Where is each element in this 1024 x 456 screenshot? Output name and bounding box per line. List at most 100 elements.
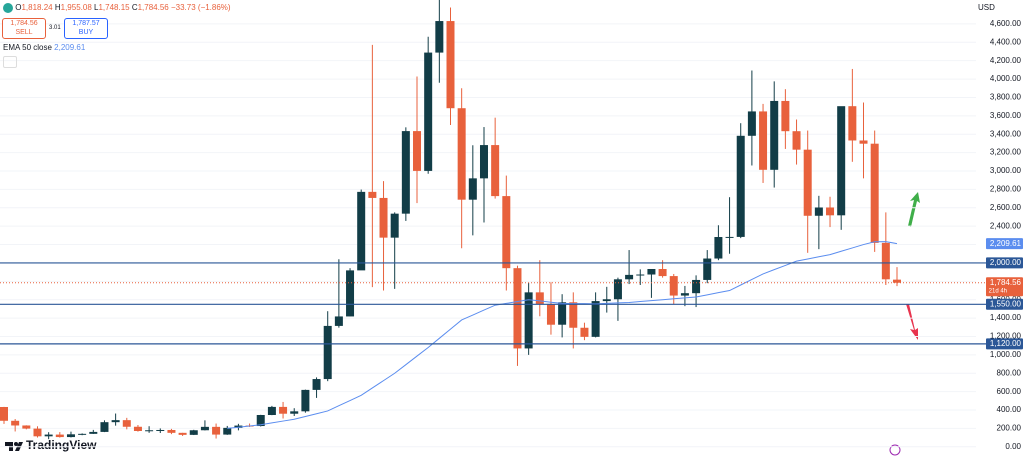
candle-body <box>803 149 812 216</box>
candle-body <box>413 131 422 171</box>
y-tick-label: 3,000.00 <box>990 166 1022 175</box>
candle-body <box>736 135 745 237</box>
y-tick-label: 1,200.00 <box>990 332 1022 341</box>
candle-body <box>156 429 165 431</box>
y-tick-label: 200.00 <box>997 424 1022 433</box>
candle-body <box>870 143 879 243</box>
y-tick-label: 400.00 <box>997 405 1022 414</box>
candle-body <box>479 145 488 179</box>
collapse-button[interactable] <box>3 56 17 68</box>
candle-body <box>66 434 75 438</box>
candle-body <box>290 411 299 414</box>
candle-body <box>100 422 109 432</box>
y-tick-label: 600.00 <box>997 387 1022 396</box>
indicator-value: 2,209.61 <box>54 43 86 52</box>
candle-body <box>814 207 823 216</box>
indicator-legend: EMA 50 close 2,209.61 <box>3 43 85 52</box>
y-tick-label: 4,200.00 <box>990 56 1022 65</box>
y-tick-label: 2,600.00 <box>990 203 1022 212</box>
candle-body <box>580 327 589 337</box>
candle-body <box>0 406 8 421</box>
candle-body <box>55 434 64 438</box>
y-tick-label: 4,000.00 <box>990 74 1022 83</box>
candle-body <box>859 140 868 144</box>
candle-body <box>312 379 321 390</box>
candle-body <box>703 258 712 280</box>
candle-body <box>446 21 455 109</box>
candle-body <box>111 420 120 423</box>
ohlc-label: L <box>94 3 99 13</box>
candle-body <box>625 274 634 280</box>
candle-body <box>692 279 701 294</box>
candle-body <box>44 434 53 437</box>
level-label: 1,550.00 <box>990 299 1022 308</box>
spread: 3.01 <box>49 25 61 31</box>
buy-button[interactable]: 1,787.57 BUY <box>64 18 108 39</box>
candle-body <box>390 213 399 238</box>
candle-body <box>826 207 835 216</box>
y-tick-label: 2,400.00 <box>990 221 1022 230</box>
event-icon[interactable] <box>889 444 901 456</box>
candle-body <box>267 406 276 415</box>
candle-body <box>435 21 444 53</box>
candle-body <box>468 178 477 200</box>
candle-body <box>759 111 768 170</box>
candle-body <box>334 316 343 326</box>
grid <box>0 23 976 448</box>
candle-body <box>747 111 756 136</box>
logo-icon <box>14 442 18 446</box>
y-tick-label: 800.00 <box>997 368 1022 377</box>
countdown-label: 21d 4h <box>989 288 1007 294</box>
candle-body <box>256 414 265 427</box>
candle-body <box>591 301 600 337</box>
candle-body <box>357 191 366 271</box>
level-label: 2,000.00 <box>990 258 1022 267</box>
ema-line <box>227 241 898 429</box>
candle-body <box>145 430 154 432</box>
y-tick-label: 3,600.00 <box>990 111 1022 120</box>
candle-body <box>424 52 433 171</box>
high-value: 1,955.08 <box>60 3 92 13</box>
candle-body <box>714 237 723 259</box>
level-box <box>986 298 1023 310</box>
candle-body <box>401 131 410 214</box>
last-price-box <box>986 277 1023 297</box>
candle-body <box>680 293 689 296</box>
ema-label: 2,209.61 <box>990 239 1022 248</box>
y-tick-label: 3,800.00 <box>990 93 1022 102</box>
candle-body <box>368 191 377 198</box>
candle-body <box>212 426 221 435</box>
candle-body <box>379 197 388 238</box>
symbol-icon <box>3 3 13 13</box>
candle-body <box>792 131 801 150</box>
buy-price: 1,787.57 <box>72 20 100 27</box>
candle-body <box>636 274 645 276</box>
ohlc-legend: O1,818.24 H1,955.08 L1,748.15 C1,784.56 … <box>3 3 231 13</box>
candle-body <box>279 406 288 414</box>
candle-body <box>546 303 555 325</box>
candle-body <box>178 432 187 435</box>
y-tick-label: 2,800.00 <box>990 184 1022 193</box>
sell-price: 1,784.56 <box>10 20 38 27</box>
candle-body <box>669 276 678 296</box>
candle-body <box>457 108 466 200</box>
last-price-label: 1,784.56 <box>990 278 1022 287</box>
candle-body <box>893 279 901 283</box>
up-arrow <box>908 192 920 227</box>
candle-body <box>11 420 20 426</box>
candle-body <box>837 106 846 216</box>
candle-body <box>569 302 578 328</box>
candle-body <box>33 428 42 437</box>
sell-button[interactable]: 1,784.56 SELL <box>2 18 46 39</box>
low-value: 1,748.15 <box>98 3 130 13</box>
buy-label: BUY <box>78 29 94 36</box>
candle-body <box>781 100 790 132</box>
open-value: 1,818.24 <box>21 3 53 13</box>
candle-body <box>848 106 857 141</box>
y-tick-label: 4,600.00 <box>990 19 1022 28</box>
y-tick-label: 4,400.00 <box>990 37 1022 46</box>
candle-body <box>535 292 544 304</box>
candle-body <box>323 325 332 380</box>
ohlc-label: C <box>131 3 138 13</box>
